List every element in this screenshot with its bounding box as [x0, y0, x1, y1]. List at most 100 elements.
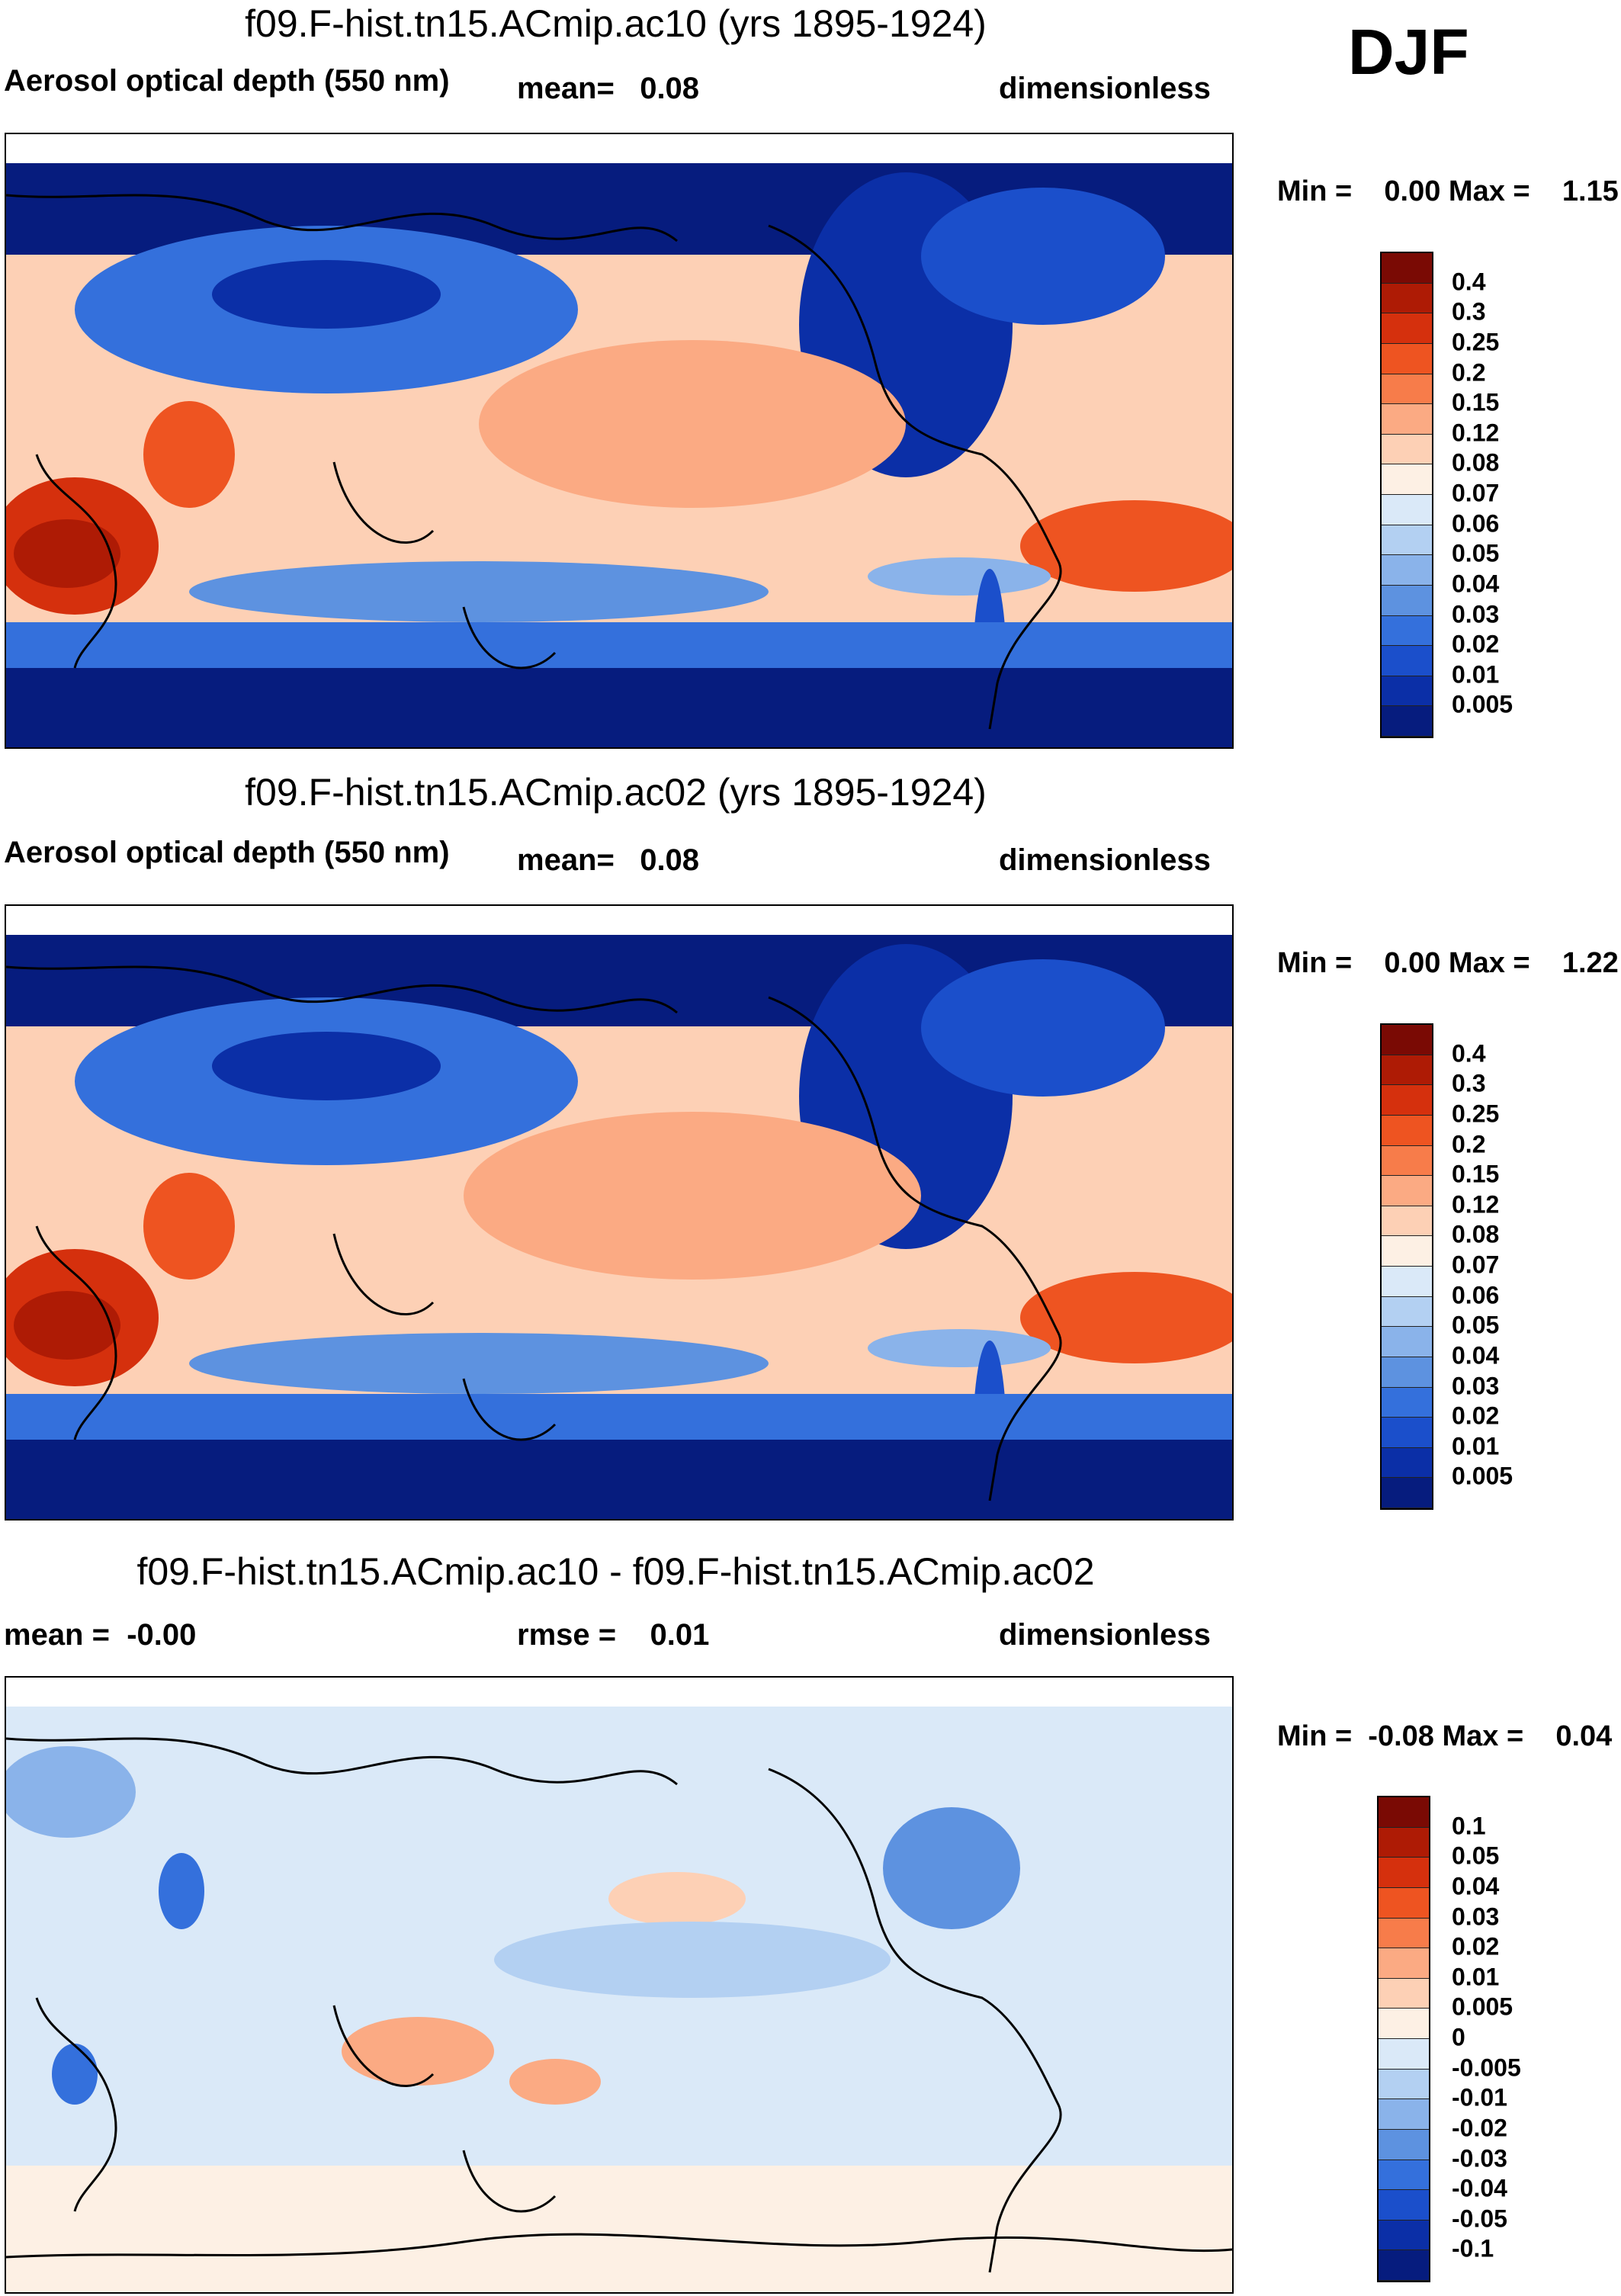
colorbar-tick-label: 0.4: [1452, 1039, 1486, 1068]
panel3-southern-pos: [6, 2166, 1232, 2292]
colorbar-segment: [1382, 676, 1432, 707]
colorbar-tick-label: 0.4: [1452, 268, 1486, 296]
panel2-map: [5, 904, 1234, 1520]
panel3-australia-pos: [509, 2059, 601, 2105]
panel2-antarctic: [6, 1440, 1232, 1519]
colorbar-segment: [1382, 1206, 1432, 1237]
colorbar-tick-label: -0.1: [1452, 2234, 1494, 2262]
colorbar-segment: [1382, 585, 1432, 616]
panel3-mean-label: mean = -0.00: [4, 1618, 197, 1652]
panel2-npacific: [464, 1112, 921, 1280]
colorbar-segment: [1382, 1055, 1432, 1086]
panel2-variable-label: Aerosol optical depth (550 nm): [4, 836, 450, 869]
colorbar-segment: [1382, 1025, 1432, 1055]
panel2-colorbar: [1380, 1023, 1433, 1510]
colorbar-tick-label: 0.05: [1452, 1311, 1500, 1339]
colorbar-segment: [1379, 2129, 1429, 2160]
colorbar-segment: [1379, 1918, 1429, 1949]
panel3-colorbar-labels: 0.1 0.05 0.04 0.03 0.02 0.01 0.005 0 -0.005 -0.01…: [1449, 1796, 1571, 2279]
colorbar-segment: [1379, 2039, 1429, 2070]
colorbar-tick-label: 0.005: [1452, 1462, 1513, 1490]
panel2-colorbar-labels: 0.4 0.3 0.25 0.2 0.15 0.12 0.08 0.07 0.06 0.05 0.0…: [1449, 1023, 1571, 1507]
colorbar-segment: [1382, 1085, 1432, 1116]
colorbar-segment: [1379, 2190, 1429, 2221]
colorbar-segment: [1382, 525, 1432, 556]
colorbar-tick-label: 0.25: [1452, 1100, 1500, 1128]
colorbar-tick-label: 0.03: [1452, 600, 1500, 628]
panel1-units-label: dimensionless: [999, 72, 1211, 105]
colorbar-segment: [1382, 1327, 1432, 1357]
colorbar-tick-label: -0.03: [1452, 2144, 1507, 2172]
colorbar-tick-label: 0.04: [1452, 570, 1500, 598]
colorbar-tick-label: -0.04: [1452, 2174, 1507, 2202]
colorbar-tick-label: 0.01: [1452, 660, 1500, 689]
colorbar-segment: [1382, 1145, 1432, 1177]
colorbar-segment: [1382, 283, 1432, 314]
colorbar-tick-label: 0.06: [1452, 509, 1500, 538]
panel1-colorbar: [1380, 252, 1433, 738]
colorbar-tick-label: -0.005: [1452, 2054, 1521, 2082]
colorbar-segment: [1379, 1827, 1429, 1858]
colorbar-tick-label: 0.04: [1452, 1872, 1500, 1900]
colorbar-tick-label: 0.3: [1452, 1069, 1486, 1097]
colorbar-segment: [1382, 1418, 1432, 1448]
panel1-npacific: [479, 340, 906, 508]
panel3-colorbar: [1377, 1796, 1430, 2282]
panel3-units-label: dimensionless: [999, 1618, 1211, 1652]
colorbar-tick-label: 0.05: [1452, 539, 1500, 567]
colorbar-segment: [1382, 253, 1432, 284]
panel3-indonesia-pos: [342, 2017, 494, 2086]
panel1-title: f09.F-hist.tn15.ACmip.ac10 (yrs 1895-192…: [245, 2, 987, 45]
panel1-variable-label: Aerosol optical depth (550 nm): [4, 64, 450, 98]
colorbar-tick-label: -0.01: [1452, 2083, 1507, 2111]
colorbar-segment: [1382, 706, 1432, 737]
panel2-atlantic-plume: [1020, 1272, 1232, 1363]
colorbar-segment: [1379, 2099, 1429, 2130]
colorbar-segment: [1379, 1858, 1429, 1888]
colorbar-tick-label: -0.02: [1452, 2114, 1507, 2142]
colorbar-segment: [1382, 313, 1432, 344]
panel2-itcz-band: [189, 1333, 769, 1394]
colorbar-tick-label: 0.12: [1452, 419, 1500, 447]
colorbar-segment: [1382, 555, 1432, 586]
colorbar-segment: [1379, 1797, 1429, 1828]
colorbar-segment: [1379, 2160, 1429, 2191]
panel1-sahara-core: [14, 519, 120, 588]
colorbar-segment: [1382, 1296, 1432, 1328]
colorbar-tick-label: 0.07: [1452, 479, 1500, 507]
colorbar-segment: [1379, 2220, 1429, 2251]
colorbar-tick-label: 0.06: [1452, 1281, 1500, 1309]
colorbar-tick-label: 0.1: [1452, 1812, 1486, 1840]
colorbar-segment: [1382, 1236, 1432, 1267]
panel3-rmse-label: rmse = 0.01: [517, 1618, 710, 1652]
colorbar-segment: [1379, 2009, 1429, 2039]
colorbar-segment: [1382, 495, 1432, 525]
colorbar-segment: [1382, 434, 1432, 465]
panel3-arabia-neg: [159, 1853, 204, 1929]
colorbar-tick-label: 0.25: [1452, 328, 1500, 356]
panel3-npacific-pos: [608, 1872, 746, 1925]
panel1-coastlines: [6, 194, 1062, 730]
colorbar-tick-label: 0.3: [1452, 297, 1486, 326]
colorbar-tick-label: 0.08: [1452, 1220, 1500, 1248]
colorbar-segment: [1382, 404, 1432, 435]
panel1-min-max: Min = 0.00 Max = 1.15: [1277, 175, 1619, 207]
colorbar-tick-label: 0.01: [1452, 1432, 1500, 1460]
panel3-namerica-neg: [883, 1807, 1020, 1929]
panel2-arabia: [143, 1173, 235, 1280]
colorbar-tick-label: 0.02: [1452, 1932, 1500, 1960]
panel1-colorbar-labels: 0.4 0.3 0.25 0.2 0.15 0.12 0.08 0.07 0.06 0.05 0.0…: [1449, 252, 1571, 735]
panel1-map: [5, 133, 1234, 749]
colorbar-segment: [1379, 1948, 1429, 1979]
panel2-title: f09.F-hist.tn15.ACmip.ac02 (yrs 1895-192…: [245, 771, 987, 814]
panel2-sahara-core: [14, 1291, 120, 1360]
season-label: DJF: [1348, 16, 1469, 88]
colorbar-tick-label: 0.01: [1452, 1963, 1500, 1991]
colorbar-tick-label: -0.05: [1452, 2204, 1507, 2233]
panel2-units-label: dimensionless: [999, 843, 1211, 877]
panel3-safrica-neg: [52, 2044, 98, 2105]
colorbar-segment: [1382, 1447, 1432, 1479]
colorbar-segment: [1382, 1357, 1432, 1388]
panel1-mean-label: mean= 0.08: [517, 72, 700, 105]
colorbar-segment: [1379, 1887, 1429, 1919]
